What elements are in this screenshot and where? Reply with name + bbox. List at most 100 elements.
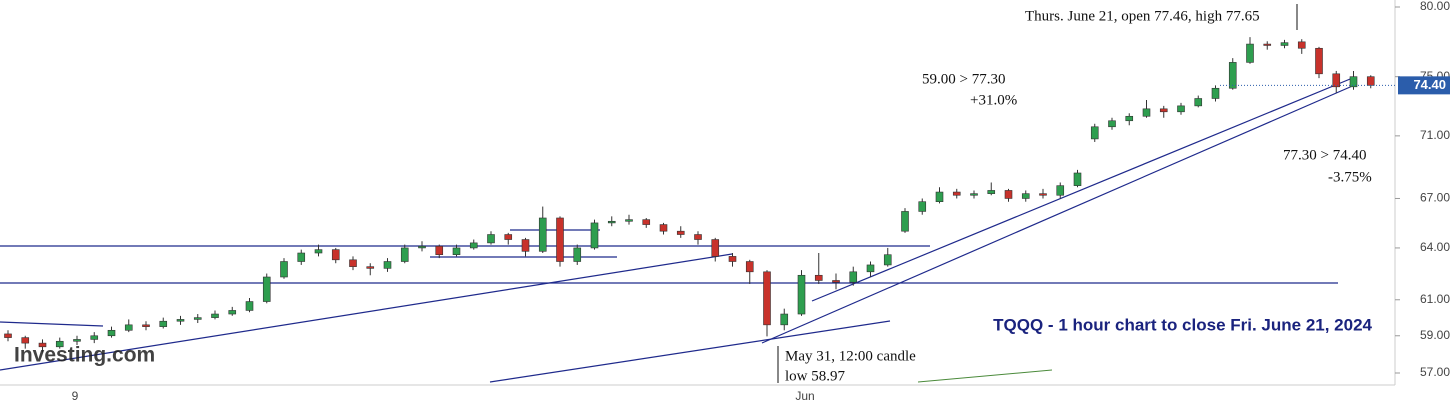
candle-body	[90, 335, 99, 340]
candle-body	[866, 264, 875, 273]
candle-body	[935, 191, 944, 202]
candle-body	[1349, 76, 1358, 88]
candle-body	[883, 254, 892, 266]
candle-body	[1159, 108, 1168, 113]
candle-body	[1315, 47, 1323, 75]
candle-body	[452, 247, 461, 256]
candle-body	[607, 220, 616, 224]
candle-body	[1090, 126, 1099, 140]
candle-body	[642, 219, 651, 225]
trendlines	[0, 4, 1358, 383]
candle-body	[55, 340, 64, 348]
trendline	[917, 369, 1053, 383]
candle-body	[142, 324, 150, 327]
candle-body	[418, 245, 426, 249]
candle-body	[745, 261, 754, 273]
y-tick-label: 57.00	[1420, 365, 1450, 379]
candle-body	[400, 247, 409, 262]
candle-body	[694, 234, 702, 240]
candle-body	[1056, 185, 1065, 196]
candle-body	[1108, 120, 1116, 128]
trendline	[761, 83, 1358, 344]
candle-body	[1039, 193, 1047, 196]
annotation: 77.30 > 74.40	[1283, 147, 1366, 163]
candle-body	[297, 252, 306, 262]
annotation: Thurs. June 21, open 77.46, high 77.65	[1025, 8, 1260, 24]
candle-body	[1366, 76, 1375, 86]
candle-body	[314, 249, 323, 254]
candle-body	[987, 190, 996, 194]
candle-body	[228, 310, 237, 315]
y-tick-label: 64.00	[1420, 240, 1450, 254]
chart-title: TQQQ - 1 hour chart to close Fri. June 2…	[993, 315, 1372, 334]
candle-body	[1263, 43, 1272, 46]
y-tick-label: 61.00	[1420, 292, 1450, 306]
candle-body	[1194, 98, 1203, 107]
candle-body	[1297, 41, 1306, 49]
candle-body	[1228, 62, 1237, 89]
candle-body	[193, 317, 202, 320]
candle-body	[797, 274, 806, 315]
candle-body	[38, 342, 47, 348]
candle-body	[676, 230, 685, 235]
candle-body	[814, 274, 823, 281]
candle-body	[211, 313, 219, 318]
last-price-box	[1398, 76, 1450, 95]
candle-body	[487, 234, 495, 244]
last-price-label: 74.40	[1413, 77, 1446, 92]
candles	[4, 37, 1375, 353]
trendline	[489, 320, 891, 383]
candle-body	[245, 301, 254, 311]
candle-body	[176, 319, 185, 322]
y-tick-label: 80.00	[1420, 0, 1450, 13]
candle-body	[538, 217, 547, 252]
candle-body	[832, 280, 840, 283]
candle-body	[4, 333, 12, 338]
candle-body	[521, 239, 530, 252]
candle-body	[1332, 73, 1341, 88]
candle-body	[573, 247, 582, 262]
candle-body	[625, 219, 633, 222]
candle-body	[280, 261, 288, 278]
candle-body	[21, 337, 30, 344]
candle-body	[901, 211, 909, 232]
candle-body	[435, 245, 444, 256]
candle-body	[1021, 193, 1030, 199]
candle-body	[383, 261, 392, 269]
watermark: Investing.com	[14, 344, 155, 367]
candle-body	[918, 201, 927, 212]
candle-body	[970, 193, 978, 196]
annotation: 59.00 > 77.30	[922, 71, 1005, 87]
y-tick-label: 67.00	[1420, 191, 1450, 205]
candle-body	[1280, 42, 1289, 46]
candle-body	[349, 259, 357, 267]
candle-body	[1004, 190, 1013, 199]
candle-body	[952, 191, 961, 196]
annotation: May 31, 12:00 candle	[785, 348, 916, 364]
candle-body	[590, 222, 599, 249]
candle-body	[504, 234, 513, 240]
candle-body	[780, 313, 789, 326]
candle-body	[107, 329, 116, 337]
candle-body	[1246, 43, 1254, 63]
candle-body	[1177, 105, 1185, 113]
candle-body	[1073, 172, 1082, 186]
candle-body	[711, 239, 720, 257]
y-tick-label: 59.00	[1420, 328, 1450, 342]
candle-body	[849, 271, 858, 283]
candle-body	[556, 217, 564, 262]
candle-body	[124, 324, 133, 331]
candle-body	[1211, 87, 1220, 99]
x-tick-label: 9	[72, 389, 79, 403]
candle-body	[763, 271, 771, 326]
candle-body	[1125, 115, 1134, 122]
candle-body	[728, 256, 737, 262]
candle-body	[1142, 108, 1151, 117]
candle-body	[469, 242, 478, 249]
candle-body	[659, 224, 668, 232]
candle-body	[262, 276, 271, 302]
candle-body	[331, 249, 340, 261]
trendline	[0, 253, 733, 371]
